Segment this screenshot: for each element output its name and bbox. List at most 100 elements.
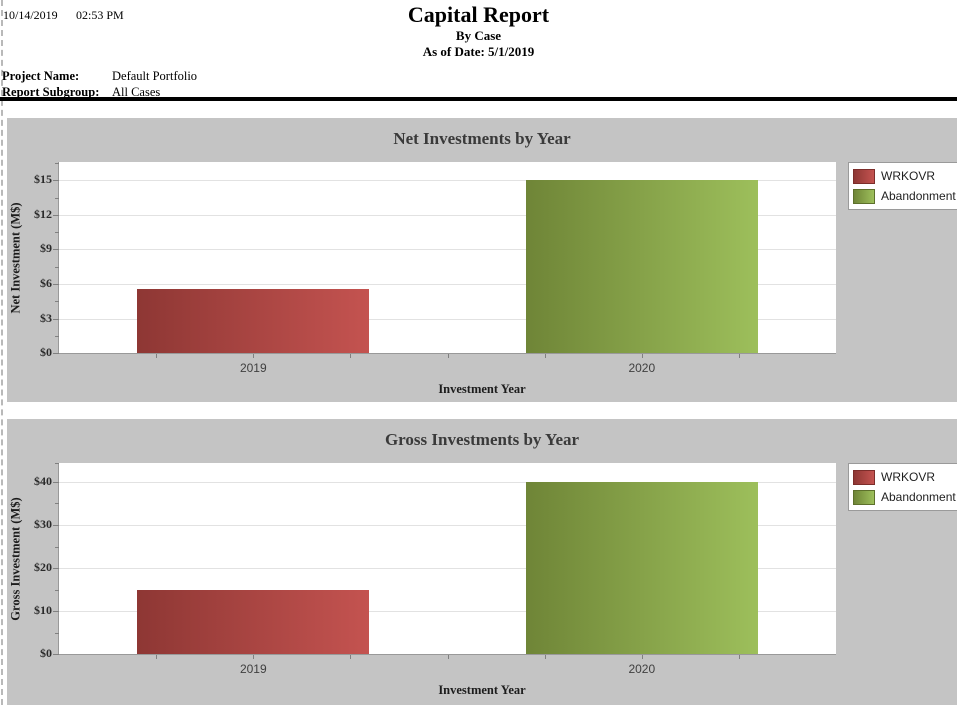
y-major-tick (53, 654, 59, 655)
x-tick (641, 354, 643, 358)
y-minor-tick (55, 632, 59, 634)
y-minor-tick (55, 335, 59, 337)
x-tick (156, 354, 158, 358)
gridline (59, 481, 836, 483)
net-investments-chart: Net Investments by Year $0 $3 $6 $9 $12 $15 201… (7, 118, 957, 402)
page-edge-dashes (1, 0, 3, 705)
y-major-tick (53, 524, 59, 526)
x-axis-title: Investment Year (438, 683, 526, 697)
y-minor-tick (55, 503, 59, 505)
legend-swatch-icon (853, 489, 875, 505)
legend-label: WRKOVR (881, 470, 935, 484)
y-tick-label: $10 (34, 603, 52, 617)
y-minor-tick (55, 463, 59, 464)
x-category-label: 2019 (239, 361, 267, 375)
x-tick (350, 655, 352, 659)
y-tick-label: $6 (40, 276, 52, 290)
legend-label: WRKOVR (881, 169, 935, 183)
legend-item: WRKOVR (853, 467, 956, 487)
x-axis-title: Investment Year (438, 382, 526, 396)
report-subgroup-row: Report Subgroup: All Cases (2, 85, 160, 100)
x-tick (447, 655, 449, 659)
project-name-row: Project Name: Default Portfolio (2, 69, 197, 84)
x-category-label: 2020 (628, 662, 656, 676)
y-axis-title: Gross Investment (M$) (8, 496, 23, 621)
report-date: 10/14/2019 (3, 8, 58, 22)
x-tick (544, 655, 546, 659)
legend-swatch-icon (853, 188, 875, 204)
gridline (59, 180, 836, 182)
legend-swatch-icon (853, 168, 875, 184)
y-tick-label: $30 (34, 516, 52, 531)
y-tick-label: $40 (34, 473, 52, 488)
y-tick-label: $15 (34, 172, 52, 187)
y-major-tick (53, 318, 59, 320)
y-tick-label: $3 (40, 310, 52, 325)
y-tick-label: $0 (40, 646, 52, 660)
y-major-tick (53, 180, 59, 182)
legend-item: WRKOVR (853, 166, 956, 186)
y-axis-line (58, 463, 59, 654)
y-axis-line (58, 162, 59, 353)
gridline (59, 284, 836, 285)
gridline (59, 611, 836, 612)
bar-wrkovr (137, 589, 370, 654)
legend-item: Abandonment (853, 487, 956, 507)
gridline (59, 318, 836, 320)
legend: WRKOVR Abandonment (848, 162, 957, 210)
project-name-value: Default Portfolio (112, 69, 198, 83)
report-time: 02:53 PM (76, 8, 124, 22)
x-category-label: 2020 (628, 361, 656, 375)
y-major-tick (53, 249, 59, 251)
y-major-tick (53, 214, 59, 216)
y-tick-label: $12 (34, 206, 52, 221)
y-minor-tick (55, 163, 59, 165)
y-minor-tick (55, 266, 59, 268)
x-tick (544, 354, 546, 358)
y-major-tick (53, 481, 59, 483)
y-major-tick (53, 284, 59, 285)
report-subtitle: By Case (455, 28, 502, 43)
legend-swatch-icon (853, 469, 875, 485)
y-tick-label: $9 (40, 241, 52, 256)
report-title-block: Capital Report By Case As of Date: 5/1/2… (0, 2, 957, 60)
gridline (59, 568, 836, 569)
report-subgroup-label: Report Subgroup: (2, 85, 100, 99)
gridline (59, 214, 836, 216)
x-tick (253, 354, 255, 358)
legend-label: Abandonment (881, 490, 956, 504)
x-tick (350, 354, 352, 358)
page-title: Capital Report (407, 2, 550, 27)
y-tick-label: $20 (34, 560, 52, 574)
report-subgroup-value: All Cases (112, 85, 161, 99)
y-minor-tick (55, 589, 59, 591)
chart-title: Net Investments by Year (393, 129, 571, 148)
header-separator (0, 97, 957, 101)
x-tick (156, 655, 158, 659)
legend: WRKOVR Abandonment (848, 463, 957, 511)
y-minor-tick (55, 546, 59, 548)
y-major-tick (53, 611, 59, 612)
gridline (59, 524, 836, 526)
y-major-tick (53, 568, 59, 569)
y-minor-tick (55, 197, 59, 199)
y-minor-tick (55, 301, 59, 303)
x-tick (447, 354, 449, 358)
x-axis-line (58, 654, 836, 655)
legend-label: Abandonment (881, 189, 956, 203)
x-tick (253, 655, 255, 659)
gridline (59, 249, 836, 251)
gross-investments-chart: Gross Investments by Year $0 $10 $20 $30 $40 2… (7, 419, 957, 705)
x-tick (641, 655, 643, 659)
y-major-tick (53, 353, 59, 354)
bar-wrkovr (137, 288, 370, 353)
legend-item: Abandonment (853, 186, 956, 206)
y-tick-label: $0 (40, 345, 52, 359)
x-category-label: 2019 (239, 662, 267, 676)
bar-abandonment (525, 481, 758, 654)
y-minor-tick (55, 232, 59, 234)
report-as-of-date: As of Date: 5/1/2019 (422, 44, 535, 59)
x-tick (738, 655, 740, 659)
project-name-label: Project Name: (2, 69, 80, 83)
x-axis-line (58, 353, 836, 354)
